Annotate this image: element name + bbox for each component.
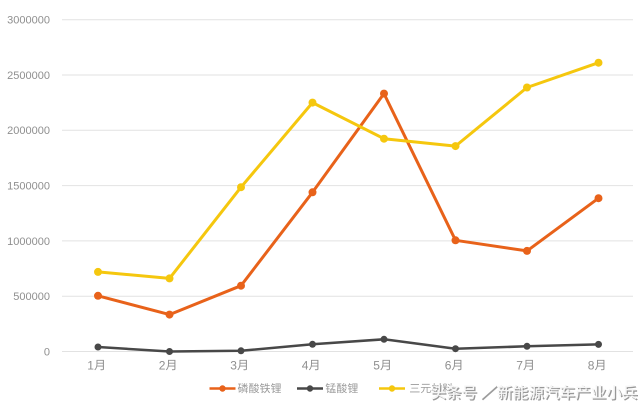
svg-text:1500000: 1500000 bbox=[7, 181, 50, 193]
svg-text:2: 2 bbox=[159, 358, 166, 372]
svg-text:7: 7 bbox=[516, 358, 523, 372]
svg-text:6: 6 bbox=[445, 358, 452, 372]
svg-text:2500000: 2500000 bbox=[7, 70, 50, 82]
svg-text:1: 1 bbox=[87, 358, 94, 372]
svg-text:0: 0 bbox=[44, 346, 50, 358]
svg-text:5: 5 bbox=[373, 358, 380, 372]
svg-text:4: 4 bbox=[302, 358, 309, 372]
svg-text:8: 8 bbox=[588, 358, 595, 372]
svg-text:2000000: 2000000 bbox=[7, 125, 50, 137]
svg-text:500000: 500000 bbox=[13, 291, 50, 303]
svg-text:1000000: 1000000 bbox=[7, 236, 50, 248]
svg-text:3000000: 3000000 bbox=[7, 15, 50, 27]
svg-text:3: 3 bbox=[230, 358, 237, 372]
